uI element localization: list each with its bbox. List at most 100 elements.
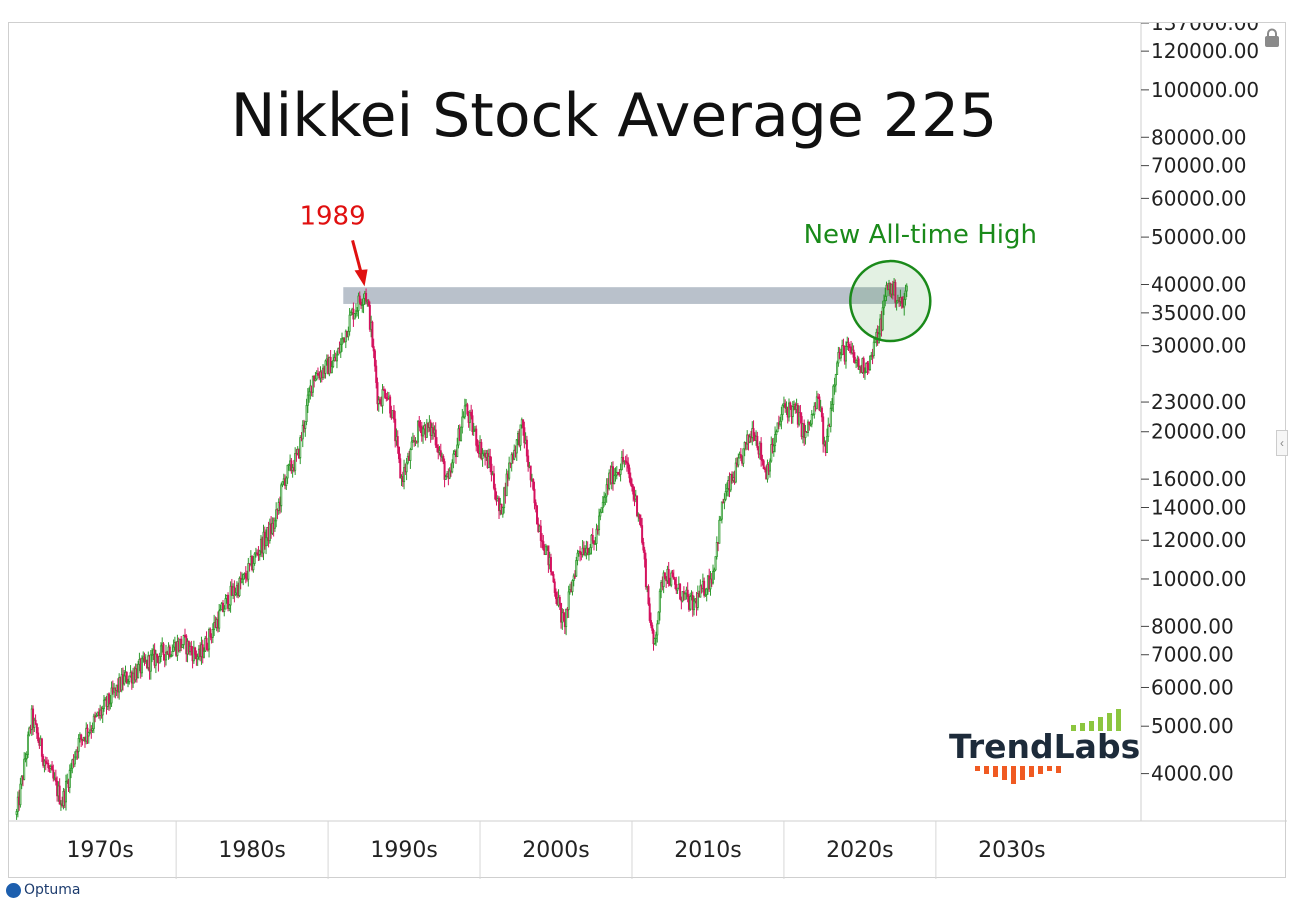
candle-body [605,484,608,497]
candle-body [332,360,335,368]
candle [649,612,652,629]
candle-body [815,396,818,410]
candle [555,588,558,604]
candle [242,573,245,586]
candle-body [603,496,606,503]
candle-body [403,467,406,482]
candle [760,437,763,467]
candle [373,348,376,372]
candle-body [770,443,773,462]
candle-body [667,568,670,584]
y-axis: 137000.00 120000.00 100000.00 80000.00 70000… [1141,23,1259,786]
candle [519,424,522,451]
candle [471,409,474,436]
candle-body [567,591,570,610]
candle-body [396,436,399,448]
candle-body [652,629,655,645]
candle [40,737,43,763]
candle-body [208,628,211,650]
candle [365,288,368,305]
candle-body [547,545,550,566]
candle [490,456,493,482]
candle-body [26,734,29,755]
y-tick-label: 80000.00 [1151,125,1246,149]
candle [299,435,302,465]
candle [354,303,357,318]
candle [92,713,95,734]
candle-body [628,467,631,479]
candle-body [295,453,298,455]
candle [508,456,511,481]
candle-body [286,464,289,479]
candle-body [228,604,231,609]
candle [362,293,365,314]
candle-body [275,509,278,522]
candle-body [519,424,522,446]
candle [549,553,552,576]
candle-body [532,479,535,490]
candle [599,509,602,521]
collapse-panel-icon[interactable]: ‹ [1276,430,1288,456]
candle-body [598,515,601,531]
candle [627,457,630,475]
candle [575,556,578,577]
candle [110,681,113,707]
candle [798,405,801,427]
candle [770,436,773,463]
candle [625,454,628,472]
candle-body [639,518,642,526]
candle [90,725,93,739]
candle [451,459,454,474]
candle-body [108,693,111,704]
candle [820,406,823,422]
candle [154,649,157,674]
candle [713,567,716,580]
candle-body [638,514,641,519]
candle-body [419,425,422,428]
candle-body [194,647,197,655]
candle [47,759,50,772]
candle-body [655,634,658,639]
candle-body [360,301,363,306]
candle-body [434,429,437,446]
candle [475,425,478,452]
candle-body [810,414,813,425]
candle-body [882,300,885,309]
candle-body [361,304,364,307]
candle [903,292,906,316]
candle-body [831,404,834,409]
candle [772,437,775,457]
candle [273,517,276,532]
candle [776,422,779,433]
candle [348,308,351,336]
candle [248,563,251,572]
candle [572,573,575,587]
brand-bar-orange [1020,766,1025,780]
candle [658,588,661,621]
candle [629,472,632,487]
candle [91,722,94,733]
candle [505,468,508,497]
candle [291,464,294,478]
candle [425,419,428,438]
candle-body [242,574,245,580]
candle [313,375,316,388]
candle [437,444,440,460]
candle [409,447,412,469]
candle-body [832,385,835,405]
candle-body [196,656,199,660]
candle-body [123,675,126,685]
candle [869,355,872,371]
y-tick-label: 23000.00 [1151,390,1246,414]
candle [624,455,627,465]
candle [247,557,250,587]
candle-body [394,418,397,442]
candle-body [143,656,146,662]
candle-body [311,375,314,393]
candle [603,491,606,507]
candle [286,464,289,484]
y-tick-label: 50000.00 [1151,225,1246,249]
candle-body [151,653,154,656]
candle [632,484,635,502]
lock-icon[interactable] [1262,28,1282,48]
